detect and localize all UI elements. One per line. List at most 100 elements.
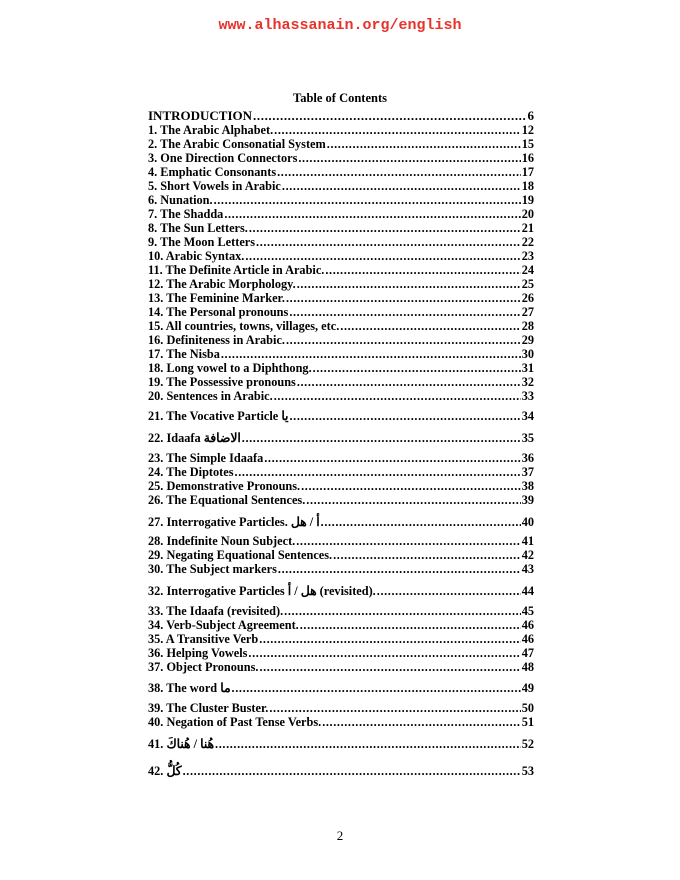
- toc-entry-page: 39: [521, 493, 534, 507]
- toc-entry-label: 39. The Cluster Buster.: [148, 701, 269, 715]
- dot-leader: [183, 764, 521, 778]
- toc-entry-label: 29. Negating Equational Sentences.: [148, 548, 333, 562]
- toc-entry[interactable]: 12. The Arabic Morphology. 25: [148, 277, 534, 291]
- dot-leader: [301, 479, 521, 493]
- dot-leader: [325, 263, 520, 277]
- toc-entry[interactable]: 24. The Diptotes 37: [148, 465, 534, 479]
- toc-entry[interactable]: 17. The Nisba 30: [148, 347, 534, 361]
- toc-entry[interactable]: 13. The Feminine Marker. 26: [148, 291, 534, 305]
- toc-entry-label: INTRODUCTION: [148, 108, 253, 123]
- toc-entry-page: 16: [521, 151, 534, 165]
- toc-entry[interactable]: 41. هُنا / هُناكَ 52: [148, 737, 534, 751]
- toc-entry[interactable]: 14. The Personal pronouns 27: [148, 305, 534, 319]
- dot-leader: [245, 249, 520, 263]
- toc-entry[interactable]: 7. The Shadda 20: [148, 207, 534, 221]
- toc-entry-label: 22. Idaafa الاضافة: [148, 431, 241, 445]
- toc-entry-label: 16. Definiteness in Arabic.: [148, 333, 285, 347]
- toc-entry-label: 3. One Direction Connectors: [148, 151, 298, 165]
- dot-leader: [259, 660, 520, 674]
- toc-entry[interactable]: 34. Verb-Subject Agreement. 46: [148, 618, 534, 632]
- toc-entry-label: 21. The Vocative Particle يا: [148, 409, 289, 423]
- dot-leader: [242, 431, 521, 445]
- toc-entry-label: 18. Long vowel to a Diphthong.: [148, 361, 312, 375]
- toc-entry-page: 21: [521, 221, 534, 235]
- toc-entry-label: 37. Object Pronouns.: [148, 660, 259, 674]
- toc-entry[interactable]: 10. Arabic Syntax. 23: [148, 249, 534, 263]
- toc-entry-page: 36: [521, 451, 534, 465]
- toc-entry[interactable]: 6. Nunation. 19: [148, 193, 534, 207]
- toc-entry[interactable]: 35. A Transitive Verb 46: [148, 632, 534, 646]
- dot-leader: [278, 562, 521, 576]
- dot-leader: [289, 409, 520, 423]
- toc-entry[interactable]: 5. Short Vowels in Arabic 18: [148, 179, 534, 193]
- toc-entry-label: 5. Short Vowels in Arabic: [148, 179, 281, 193]
- toc-entry-page: 33: [521, 389, 534, 403]
- toc-entry-page: 29: [521, 333, 534, 347]
- toc-entry[interactable]: INTRODUCTION 6: [148, 109, 534, 123]
- toc-entry[interactable]: 8. The Sun Letters. 21: [148, 221, 534, 235]
- toc-entry-label: 26. The Equational Sentences.: [148, 493, 306, 507]
- toc-entry[interactable]: 32. Interrogative Particles هل / أ (revi…: [148, 584, 534, 598]
- toc-entry-page: 34: [521, 409, 534, 423]
- toc-entry-label: 33. The Idaafa (revisited).: [148, 604, 284, 618]
- toc-entry[interactable]: 42. كُلُّ 53: [148, 764, 534, 778]
- toc-entry-page: 40: [521, 515, 534, 529]
- toc-entry[interactable]: 39. The Cluster Buster. 50: [148, 701, 534, 715]
- toc-entry[interactable]: 40. Negation of Past Tense Verbs. 51: [148, 715, 534, 729]
- dot-leader: [322, 715, 521, 729]
- toc-entry-page: 45: [521, 604, 534, 618]
- toc-entry[interactable]: 1. The Arabic Alphabet. 12: [148, 123, 534, 137]
- toc-entry[interactable]: 29. Negating Equational Sentences. 42: [148, 548, 534, 562]
- toc-entry-label: 19. The Possessive pronouns: [148, 375, 296, 389]
- toc-entry-label: 36. Helping Vowels: [148, 646, 248, 660]
- toc-entry[interactable]: 26. The Equational Sentences. 39: [148, 493, 534, 507]
- toc-entry[interactable]: 20. Sentences in Arabic. 33: [148, 389, 534, 403]
- toc-entry[interactable]: 18. Long vowel to a Diphthong. 31: [148, 361, 534, 375]
- toc-entry-page: 24: [521, 263, 534, 277]
- toc-entry-label: 12. The Arabic Morphology.: [148, 277, 296, 291]
- toc-entry[interactable]: 28. Indefinite Noun Subject. 41: [148, 534, 534, 548]
- toc-entry[interactable]: 22. Idaafa الاضافة 35: [148, 431, 534, 445]
- toc-entry-page: 19: [521, 193, 534, 207]
- dot-leader: [297, 277, 521, 291]
- toc-entry[interactable]: 25. Demonstrative Pronouns. 38: [148, 479, 534, 493]
- toc-entry-page: 18: [521, 179, 534, 193]
- toc-entry[interactable]: 4. Emphatic Consonants 17: [148, 165, 534, 179]
- dot-leader: [327, 137, 521, 151]
- dot-leader: [224, 207, 520, 221]
- toc-entry-page: 30: [521, 347, 534, 361]
- toc-entry-page: 22: [521, 235, 534, 249]
- dot-leader: [296, 534, 520, 548]
- toc-entry-label: 25. Demonstrative Pronouns.: [148, 479, 301, 493]
- toc-entry[interactable]: 2. The Arabic Consonatial System 15: [148, 137, 534, 151]
- toc-entry[interactable]: 33. The Idaafa (revisited). 45: [148, 604, 534, 618]
- dot-leader: [277, 165, 521, 179]
- toc-entry-page: 35: [521, 431, 534, 445]
- toc-entry[interactable]: 16. Definiteness in Arabic. 29: [148, 333, 534, 347]
- toc-entry[interactable]: 38. The word ما 49: [148, 681, 534, 695]
- dot-leader: [313, 361, 521, 375]
- toc-entry[interactable]: 37. Object Pronouns. 48: [148, 660, 534, 674]
- dot-leader: [269, 701, 520, 715]
- toc-entry[interactable]: 11. The Definite Article in Arabic. 24: [148, 263, 534, 277]
- dot-leader: [298, 151, 520, 165]
- toc-entry-label: 23. The Simple Idaafa: [148, 451, 264, 465]
- toc-entry[interactable]: 30. The Subject markers 43: [148, 562, 534, 576]
- toc-entry-page: 26: [521, 291, 534, 305]
- toc-entry-label: 8. The Sun Letters.: [148, 221, 248, 235]
- toc-entry[interactable]: 15. All countries, towns, villages, etc.…: [148, 319, 534, 333]
- toc-entry-page: 17: [521, 165, 534, 179]
- toc-entry[interactable]: 23. The Simple Idaafa 36: [148, 451, 534, 465]
- toc-entry-page: 27: [521, 305, 534, 319]
- toc-entry[interactable]: 27. Interrogative Particles. أ / هل 40: [148, 515, 534, 529]
- toc-entry[interactable]: 9. The Moon Letters 22: [148, 235, 534, 249]
- dot-leader: [300, 618, 521, 632]
- toc-entry-label: 42. كُلُّ: [148, 764, 182, 778]
- dot-leader: [286, 291, 521, 305]
- toc-entry[interactable]: 36. Helping Vowels 47: [148, 646, 534, 660]
- toc-title: Table of Contents: [293, 91, 387, 105]
- toc-entry[interactable]: 21. The Vocative Particle يا 34: [148, 409, 534, 423]
- toc-entry[interactable]: 3. One Direction Connectors 16: [148, 151, 534, 165]
- toc-entry-label: 4. Emphatic Consonants: [148, 165, 277, 179]
- toc-entry[interactable]: 19. The Possessive pronouns 32: [148, 375, 534, 389]
